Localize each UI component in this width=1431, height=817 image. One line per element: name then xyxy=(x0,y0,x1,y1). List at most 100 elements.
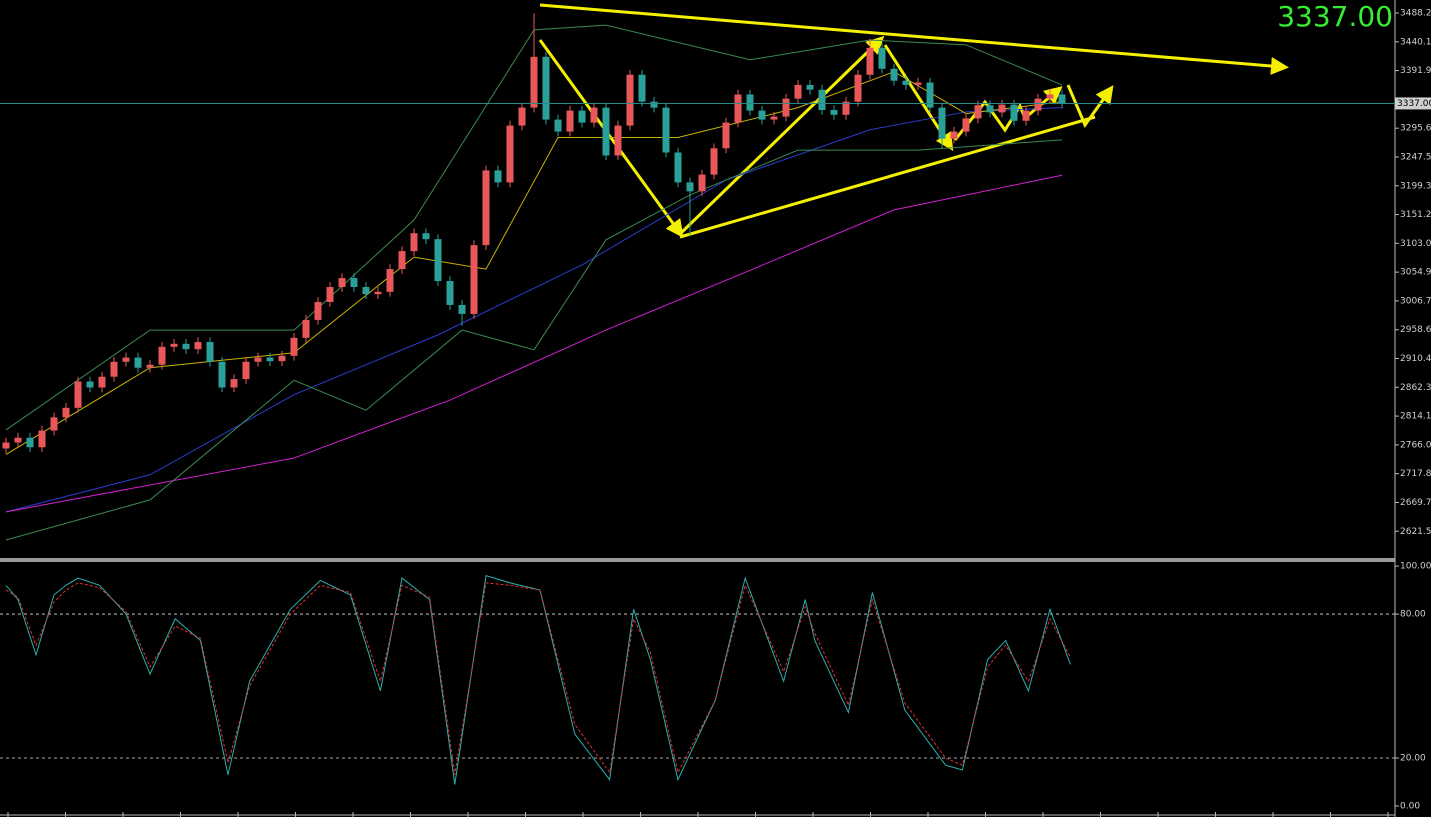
candle-body xyxy=(50,417,58,431)
candle-body xyxy=(278,355,286,362)
y-tick-label: 3295.65 xyxy=(1400,124,1431,134)
y-tick-label: 2814.15 xyxy=(1400,412,1431,422)
candle-body xyxy=(182,343,190,350)
candle-body xyxy=(506,125,514,183)
candle-body xyxy=(302,319,310,338)
candle-body xyxy=(1058,94,1066,104)
candle-body xyxy=(818,89,826,111)
wave-arrow xyxy=(538,39,684,238)
candle-body xyxy=(926,82,934,108)
candle-body xyxy=(638,74,646,102)
indicator-line xyxy=(5,174,1063,513)
candle-body xyxy=(542,56,550,120)
candle-body xyxy=(494,170,502,183)
wave-arrow xyxy=(680,35,885,234)
y-tick-label: 3151.20 xyxy=(1400,210,1431,220)
candle-body xyxy=(410,233,418,252)
candle-body xyxy=(566,110,574,132)
candle-body xyxy=(782,98,790,117)
candle-body xyxy=(842,101,850,115)
candle-body xyxy=(482,170,490,246)
y-tick-label: 3391.95 xyxy=(1400,66,1431,76)
candle-body xyxy=(86,381,94,388)
candle-body xyxy=(650,101,658,108)
y-tick-label: 100.00 xyxy=(1400,562,1431,572)
candle-body xyxy=(38,430,46,448)
candle-body xyxy=(14,437,22,443)
candle-body xyxy=(746,94,754,111)
y-tick-label: 2766.00 xyxy=(1400,440,1431,450)
y-tick-label: 2958.60 xyxy=(1400,325,1431,335)
candle-body xyxy=(146,364,154,368)
candle-body xyxy=(2,442,10,449)
candle-body xyxy=(242,361,250,380)
candle-body xyxy=(806,84,814,90)
candle-body xyxy=(230,379,238,388)
candle-body xyxy=(878,47,886,69)
y-tick-label: 3103.05 xyxy=(1400,239,1431,249)
candle-body xyxy=(614,125,622,156)
candle-body xyxy=(326,287,334,302)
candle-body xyxy=(530,56,538,108)
candle-body xyxy=(578,110,586,123)
candle-body xyxy=(602,107,610,156)
candle-body xyxy=(62,407,70,418)
current-price-big: 3337.00 xyxy=(1277,0,1393,33)
candle-body xyxy=(698,174,706,192)
candle-body xyxy=(206,342,214,362)
y-tick-label: 20.00 xyxy=(1400,754,1426,764)
y-tick-label: 2621.55 xyxy=(1400,527,1431,537)
candle-body xyxy=(446,281,454,305)
candle-body xyxy=(950,131,958,139)
candle-body xyxy=(998,104,1006,113)
candle-body xyxy=(110,361,118,377)
candle-body xyxy=(794,84,802,99)
candle-body xyxy=(74,381,82,408)
oscillator-line xyxy=(5,582,1071,775)
candle-body xyxy=(830,110,838,115)
y-tick-label: 80.00 xyxy=(1400,610,1426,620)
candle-body xyxy=(266,357,274,362)
candle-body xyxy=(686,182,694,192)
candle-body xyxy=(986,105,994,113)
wave-arrow xyxy=(1066,84,1114,129)
candle-body xyxy=(362,287,370,295)
candle-body xyxy=(194,342,202,350)
candle-body xyxy=(770,116,778,120)
y-tick-label: 3199.35 xyxy=(1400,181,1431,191)
candle-body xyxy=(386,269,394,292)
y-tick-label: 3006.75 xyxy=(1400,296,1431,306)
lower-trendline xyxy=(679,115,1096,239)
current-price-label: 3337.00 xyxy=(1397,99,1431,109)
candle-body xyxy=(974,105,982,119)
upper-trendline xyxy=(539,3,1289,75)
candle-body xyxy=(26,437,34,448)
candle-body xyxy=(398,251,406,270)
candle-body xyxy=(434,239,442,282)
candle-body xyxy=(938,107,946,139)
candle-body xyxy=(962,118,970,132)
y-tick-label: 2717.85 xyxy=(1400,469,1431,479)
y-tick-label: 3247.50 xyxy=(1400,152,1431,162)
y-tick-label: 3440.10 xyxy=(1400,37,1431,47)
candle-body xyxy=(758,110,766,120)
candle-body xyxy=(590,107,598,123)
candle-body xyxy=(662,107,670,153)
candle-body xyxy=(854,74,862,102)
candle-body xyxy=(734,94,742,123)
candle-body xyxy=(518,107,526,126)
candle-body xyxy=(674,152,682,183)
candle-body xyxy=(314,301,322,320)
candle-body xyxy=(722,122,730,149)
y-tick-label: 2862.30 xyxy=(1400,383,1431,393)
candle-body xyxy=(1022,110,1030,121)
candle-body xyxy=(1046,94,1054,99)
candle-body xyxy=(290,337,298,356)
candle-body xyxy=(338,278,346,288)
y-tick-label: 3054.90 xyxy=(1400,268,1431,278)
candle-body xyxy=(422,233,430,240)
candle-body xyxy=(350,278,358,288)
candle-body xyxy=(902,80,910,85)
candle-body xyxy=(1034,98,1042,111)
